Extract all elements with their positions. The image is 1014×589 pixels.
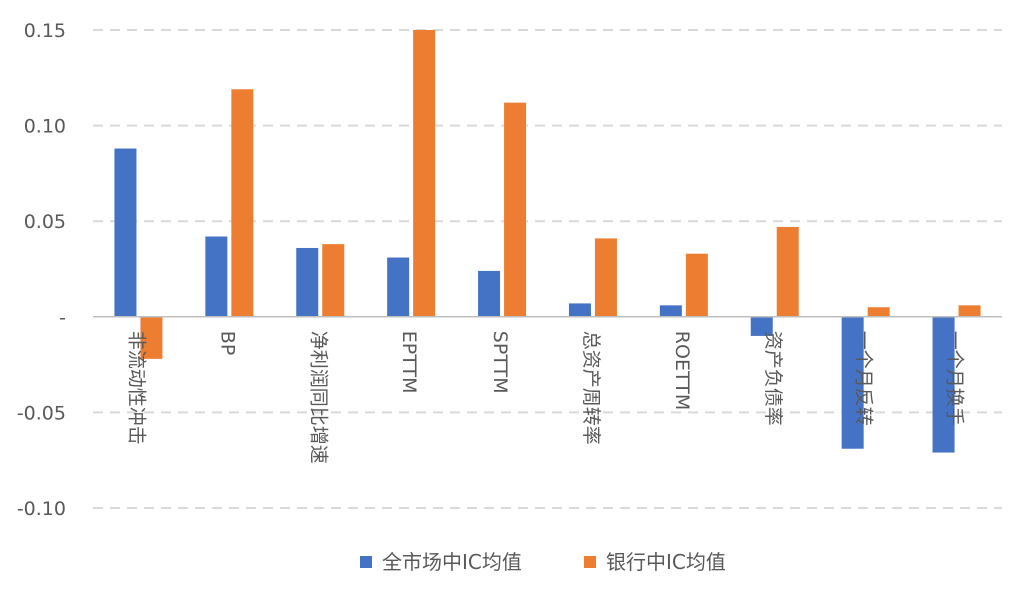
bar-bank <box>867 307 890 317</box>
bar-bank <box>140 316 163 359</box>
legend-swatch <box>360 556 372 568</box>
bar-bank <box>776 226 799 317</box>
legend-label: 银行中IC均值 <box>606 550 726 574</box>
x-category-label: 净利润同比增速 <box>307 331 329 464</box>
x-category-label: ROETTM <box>671 331 693 410</box>
bar-bank <box>504 102 527 317</box>
legend-label: 全市场中IC均值 <box>382 550 522 574</box>
gridlines <box>93 29 1002 509</box>
x-category-label: 一个月换手 <box>944 331 966 426</box>
legend-swatch <box>584 556 596 568</box>
legend: 全市场中IC均值 银行中IC均值 <box>360 550 726 574</box>
bar-bank <box>958 305 981 317</box>
bar-bank <box>685 253 708 317</box>
y-tick-label: 0.05 <box>24 211 66 233</box>
bar-all-market <box>205 236 228 317</box>
bar-all-market <box>114 148 137 317</box>
x-category-label: EPTTM <box>398 331 420 394</box>
y-tick-label: -0.10 <box>17 498 66 520</box>
bar-all-market <box>387 257 410 317</box>
x-category-label: 资产负债率 <box>762 331 784 426</box>
x-category-label: SPTTM <box>489 331 511 394</box>
y-axis-tick-labels: 0.15 0.10 0.05 - -0.05 -0.10 <box>17 20 66 520</box>
bar-all-market <box>659 305 682 317</box>
x-axis-category-labels: 非流动性冲击 BP 净利润同比增速 EPTTM SPTTM 总资产周转率 ROETTM 资产负… <box>125 331 965 464</box>
y-tick-label: 0.15 <box>24 20 66 42</box>
bar-bank <box>594 238 617 317</box>
x-category-label: 一个月反转 <box>853 331 875 426</box>
y-tick-label: - <box>59 307 66 329</box>
bar-bank <box>413 30 436 317</box>
y-tick-label: 0.10 <box>24 116 66 138</box>
bar-all-market <box>841 316 864 449</box>
bar-all-market <box>296 247 319 317</box>
y-tick-label: -0.05 <box>17 402 66 424</box>
x-category-label: 总资产周转率 <box>580 331 602 445</box>
bar-all-market <box>750 316 773 336</box>
bar-all-market <box>568 303 591 317</box>
bar-bank <box>231 89 254 317</box>
x-category-label: 非流动性冲击 <box>125 331 147 445</box>
bar-bank <box>322 244 345 317</box>
x-category-label: BP <box>216 331 238 356</box>
bar-all-market <box>932 316 955 453</box>
bar-all-market <box>478 270 501 317</box>
bars <box>114 30 981 453</box>
